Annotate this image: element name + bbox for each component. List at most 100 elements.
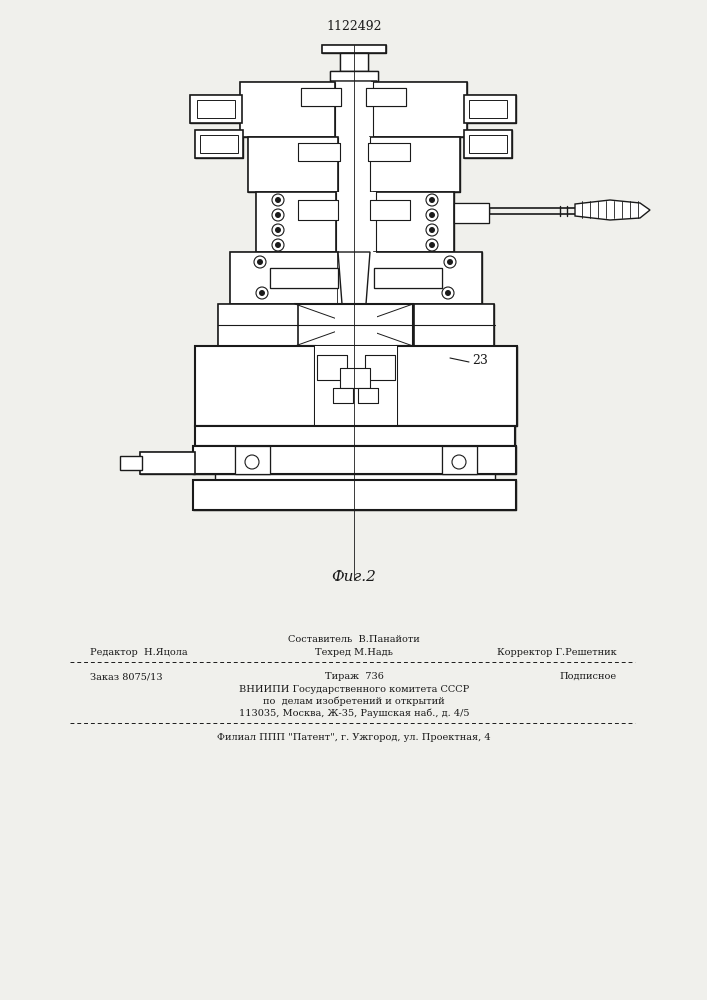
Circle shape: [256, 287, 268, 299]
Bar: [190, 95, 242, 123]
Bar: [120, 456, 142, 470]
Circle shape: [254, 256, 266, 268]
Bar: [230, 252, 338, 304]
Text: 113035, Москва, Ж-35, Раушская наб., д. 4/5: 113035, Москва, Ж-35, Раушская наб., д. …: [239, 709, 469, 718]
Bar: [193, 446, 516, 474]
Bar: [322, 45, 386, 53]
Text: 23: 23: [472, 354, 488, 366]
Bar: [298, 200, 338, 220]
Bar: [454, 203, 489, 223]
Bar: [298, 200, 338, 220]
Bar: [270, 268, 338, 288]
Bar: [335, 82, 373, 137]
Circle shape: [447, 259, 453, 265]
Bar: [333, 388, 353, 403]
Bar: [256, 192, 336, 252]
Bar: [330, 71, 378, 81]
Polygon shape: [338, 252, 370, 304]
Circle shape: [429, 242, 435, 248]
Bar: [358, 388, 378, 403]
Bar: [215, 474, 495, 480]
Text: Тираж  736: Тираж 736: [325, 672, 383, 681]
Bar: [295, 304, 413, 346]
Circle shape: [275, 212, 281, 218]
Bar: [368, 143, 410, 161]
Text: 1122492: 1122492: [326, 20, 382, 33]
Bar: [235, 446, 270, 474]
Bar: [370, 200, 410, 220]
Text: Составитель  В.Панайоти: Составитель В.Панайоти: [288, 635, 420, 644]
Bar: [235, 446, 270, 474]
Bar: [374, 252, 482, 304]
Text: по  делам изобретений и открытий: по делам изобретений и открытий: [263, 697, 445, 706]
Circle shape: [426, 209, 438, 221]
Bar: [338, 252, 376, 304]
Bar: [298, 143, 340, 161]
Bar: [397, 346, 517, 426]
Bar: [469, 100, 507, 118]
Bar: [372, 82, 467, 137]
Bar: [218, 304, 298, 346]
Bar: [464, 130, 512, 158]
Text: Филиал ППП "Патент", г. Ужгород, ул. Проектная, 4: Филиал ППП "Патент", г. Ужгород, ул. Про…: [217, 733, 491, 742]
Bar: [464, 130, 512, 158]
Circle shape: [245, 455, 259, 469]
Circle shape: [445, 290, 451, 296]
Bar: [338, 137, 370, 192]
Bar: [248, 137, 338, 192]
Bar: [365, 355, 395, 380]
Circle shape: [429, 212, 435, 218]
Text: Подписное: Подписное: [560, 672, 617, 681]
Text: Заказ 8075/13: Заказ 8075/13: [90, 672, 163, 681]
Bar: [218, 304, 298, 346]
Bar: [295, 304, 413, 346]
Bar: [333, 388, 353, 403]
Bar: [358, 388, 378, 403]
Text: Корректор Г.Решетник: Корректор Г.Решетник: [497, 648, 617, 657]
Circle shape: [275, 197, 281, 203]
Circle shape: [426, 239, 438, 251]
Circle shape: [426, 224, 438, 236]
Circle shape: [442, 287, 454, 299]
Bar: [464, 95, 516, 123]
Bar: [340, 368, 370, 388]
Bar: [370, 200, 410, 220]
Text: Техред М.Надь: Техред М.Надь: [315, 648, 393, 657]
Bar: [140, 452, 195, 474]
Bar: [200, 135, 238, 153]
Bar: [301, 88, 341, 106]
Bar: [374, 252, 482, 304]
Bar: [370, 137, 460, 192]
Bar: [340, 368, 370, 388]
Bar: [190, 95, 242, 123]
Circle shape: [275, 227, 281, 233]
Bar: [442, 446, 477, 474]
Bar: [374, 268, 442, 288]
Bar: [336, 192, 376, 252]
Circle shape: [444, 256, 456, 268]
Bar: [317, 355, 347, 380]
Bar: [298, 143, 340, 161]
Bar: [374, 268, 442, 288]
Text: Фиг.2: Фиг.2: [332, 570, 376, 584]
Bar: [195, 346, 315, 426]
Bar: [193, 480, 516, 510]
Circle shape: [257, 259, 263, 265]
Circle shape: [275, 242, 281, 248]
Bar: [315, 346, 397, 426]
Bar: [374, 192, 454, 252]
Circle shape: [426, 194, 438, 206]
Bar: [195, 130, 243, 158]
Bar: [454, 203, 489, 223]
Bar: [330, 71, 378, 81]
Bar: [193, 446, 516, 474]
Bar: [366, 88, 406, 106]
Bar: [270, 268, 338, 288]
Polygon shape: [575, 200, 650, 220]
Circle shape: [429, 227, 435, 233]
Bar: [140, 452, 195, 474]
Circle shape: [272, 194, 284, 206]
Polygon shape: [331, 81, 377, 170]
Bar: [317, 355, 347, 380]
Bar: [197, 100, 235, 118]
